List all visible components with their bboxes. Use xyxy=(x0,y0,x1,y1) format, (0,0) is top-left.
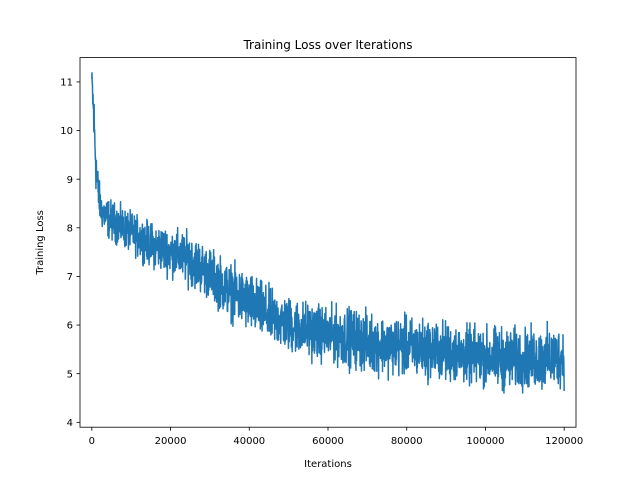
y-tick-label: 9 xyxy=(67,175,73,186)
chart-title: Training Loss over Iterations xyxy=(242,38,412,52)
y-tick-label: 5 xyxy=(67,369,73,380)
y-axis: 4 5 6 7 8 9 10 11 xyxy=(60,78,80,429)
y-axis-label: Training Loss xyxy=(35,210,46,276)
x-tick-label: 120000 xyxy=(545,436,583,447)
x-tick-label: 40000 xyxy=(233,436,265,447)
series-line-training-loss xyxy=(91,72,565,394)
y-tick-label: 4 xyxy=(67,418,73,429)
x-tick-label: 100000 xyxy=(466,436,504,447)
y-tick-label: 11 xyxy=(60,78,73,89)
x-tick-label: 20000 xyxy=(155,436,187,447)
y-tick-label: 10 xyxy=(60,126,73,137)
y-tick-label: 7 xyxy=(67,272,73,283)
x-tick-label: 80000 xyxy=(391,436,423,447)
x-tick-label: 0 xyxy=(89,436,95,447)
y-tick-label: 6 xyxy=(67,321,73,332)
y-tick-label: 8 xyxy=(67,223,73,234)
x-axis-label: Iterations xyxy=(304,459,352,470)
series-layer xyxy=(91,72,565,394)
x-tick-label: 60000 xyxy=(312,436,344,447)
x-axis: 0 20000 40000 60000 80000 100000 120000 xyxy=(89,427,583,447)
